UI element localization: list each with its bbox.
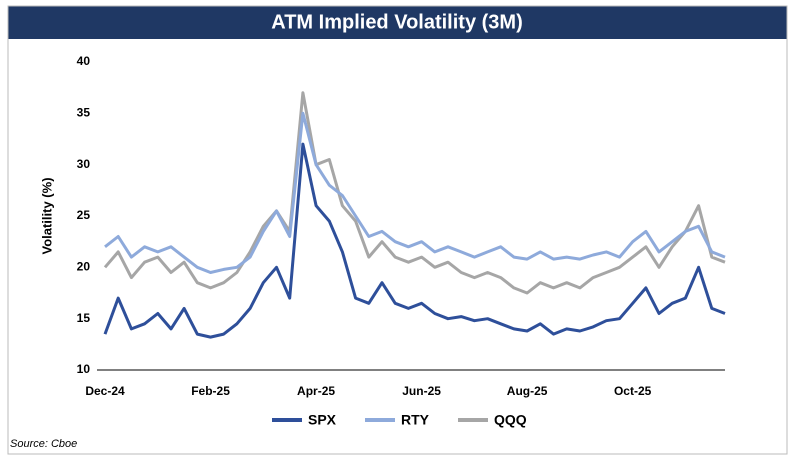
x-tick-label: Dec-24 — [85, 384, 125, 398]
y-tick-label: 10 — [77, 362, 91, 376]
y-tick-label: 20 — [77, 260, 91, 274]
x-tick-label: Feb-25 — [191, 384, 230, 398]
legend-label: RTY — [401, 412, 430, 428]
series-line — [103, 142, 726, 339]
source: Source: Cboe — [10, 438, 77, 450]
x-tick-label: Aug-25 — [507, 384, 548, 398]
y-tick-label: 40 — [77, 54, 91, 68]
legend-label: QQQ — [494, 412, 527, 428]
series-line — [103, 91, 726, 295]
title-bar — [8, 6, 787, 39]
chart-title: ATM Implied Volatility (3M) — [271, 11, 522, 33]
y-tick-label: 15 — [77, 311, 91, 325]
x-tick-label: Apr-25 — [297, 384, 335, 398]
x-tick-label: Oct-25 — [614, 384, 652, 398]
frame — [7, 5, 788, 455]
y-tick-label: 30 — [77, 157, 91, 171]
y-axis-label: Volatility (%) — [39, 177, 54, 254]
legend-label: SPX — [308, 412, 337, 428]
y-tick-label: 35 — [77, 106, 91, 120]
x-tick-label: Jun-25 — [402, 384, 441, 398]
y-tick-label: 25 — [77, 208, 91, 222]
series-line — [104, 111, 726, 274]
